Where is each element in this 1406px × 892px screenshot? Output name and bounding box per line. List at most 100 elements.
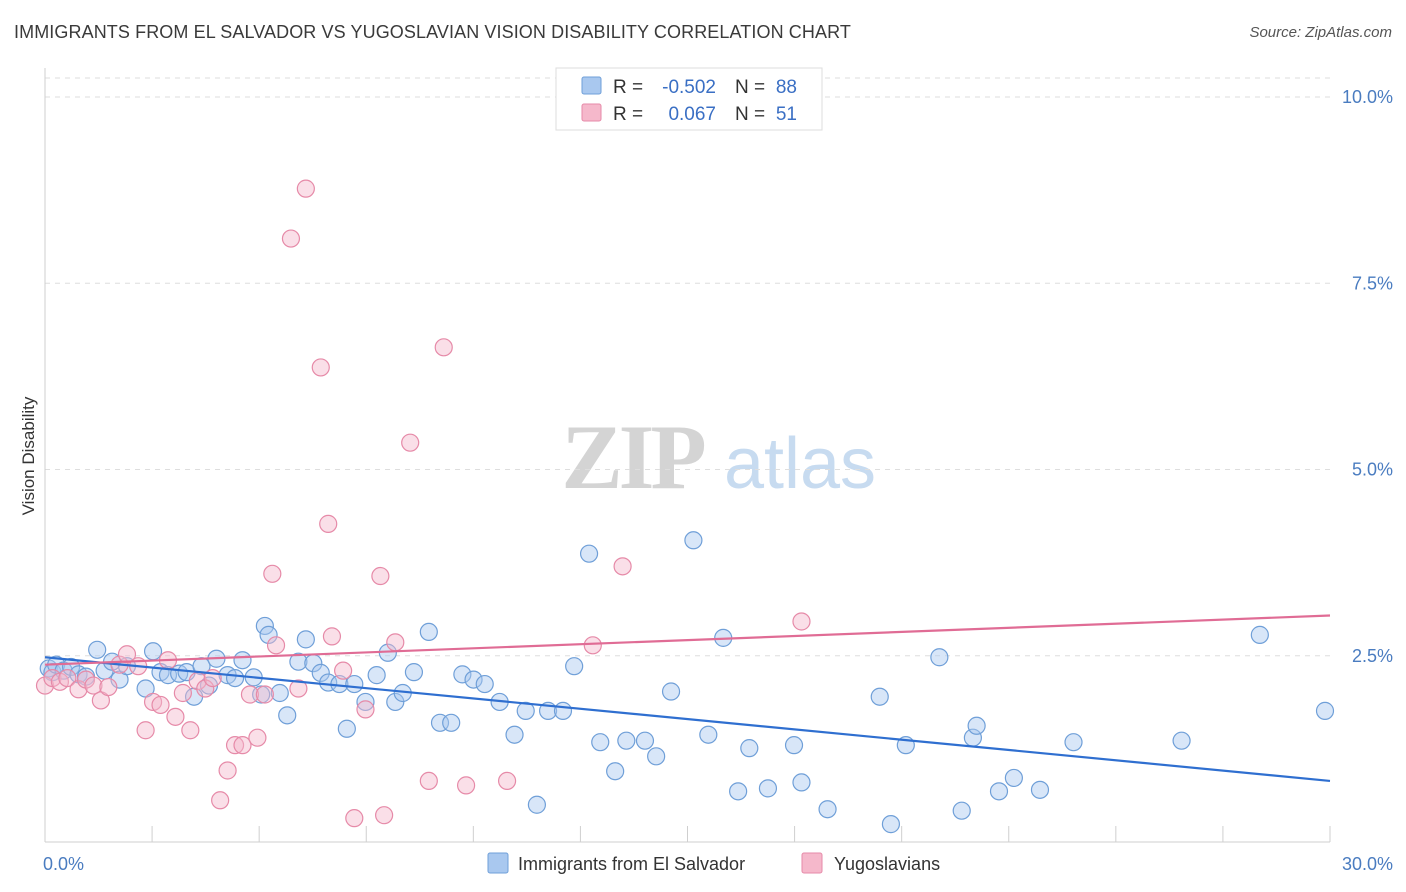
- point-el-salvador: [1004, 768, 1023, 788]
- point-yugoslavian: [281, 229, 301, 248]
- legend-swatch-yugoslavians: [801, 852, 823, 874]
- point-yugoslavian: [356, 700, 375, 719]
- point-el-salvador: [88, 640, 107, 659]
- y-tick-labels: 2.5% 5.0% 7.5% 10.0%: [1342, 87, 1393, 666]
- point-yugoslavian: [419, 771, 438, 791]
- point-el-salvador: [442, 713, 461, 732]
- point-el-salvador: [516, 701, 535, 720]
- x-tick-labels: 0.0% 30.0%: [43, 854, 1393, 874]
- point-yugoslavian: [211, 791, 230, 810]
- point-yugoslavian: [196, 679, 215, 698]
- point-yugoslavian: [319, 514, 338, 533]
- point-el-salvador: [345, 674, 364, 694]
- point-yugoslavian: [266, 636, 286, 655]
- point-yugoslavian: [173, 683, 192, 703]
- y-tick-label: 7.5%: [1352, 273, 1393, 293]
- point-el-salvador: [952, 801, 971, 820]
- point-el-salvador: [684, 531, 703, 550]
- y-tick-label: 2.5%: [1352, 646, 1393, 666]
- trend-line-yugoslavians: [44, 614, 1331, 666]
- point-el-salvador: [475, 674, 494, 694]
- point-yugoslavian: [99, 677, 118, 697]
- point-yugoslavian: [117, 645, 137, 664]
- point-yugoslavian: [58, 668, 77, 688]
- point-yugoslavian: [35, 676, 55, 695]
- point-yugoslavian: [375, 806, 394, 825]
- point-el-salvador: [278, 706, 297, 725]
- point-yugoslavian: [181, 721, 200, 740]
- y-axis-label: Vision Disability: [19, 396, 38, 515]
- point-el-salvador: [404, 663, 424, 682]
- point-el-salvador: [930, 648, 949, 667]
- point-el-salvador: [1064, 733, 1083, 752]
- stats-swatch-pink: [581, 103, 602, 122]
- point-el-salvador: [647, 747, 666, 766]
- legend: Immigrants from El Salvador Yugoslavians: [487, 852, 940, 874]
- point-yugoslavian: [401, 433, 420, 452]
- point-yugoslavian: [456, 776, 476, 795]
- point-el-salvador: [1172, 731, 1191, 750]
- point-yugoslavian: [334, 661, 353, 680]
- point-yugoslavian: [84, 676, 103, 695]
- point-el-salvador: [255, 616, 274, 636]
- point-el-salvador: [419, 622, 438, 642]
- point-el-salvador: [699, 725, 718, 744]
- point-el-salvador: [818, 800, 837, 819]
- point-el-salvador: [233, 651, 252, 670]
- point-el-salvador: [225, 668, 245, 688]
- source-credit: Source: ZipAtlas.com: [1249, 24, 1392, 41]
- point-el-salvador: [606, 762, 625, 781]
- point-el-salvador: [1315, 701, 1335, 720]
- watermark-zip: ZIP: [561, 406, 704, 508]
- x-tick-label: 30.0%: [1342, 854, 1393, 874]
- stats-n-value-blue: 88: [776, 77, 797, 98]
- point-yugoslavian: [434, 338, 453, 357]
- y-tick-label: 5.0%: [1352, 460, 1393, 480]
- trend-lines: [44, 614, 1331, 783]
- point-el-salvador: [967, 716, 986, 735]
- point-el-salvador: [270, 683, 289, 703]
- point-el-salvador: [259, 625, 278, 644]
- point-el-salvador: [565, 657, 584, 676]
- stats-swatch-blue: [581, 76, 602, 95]
- point-el-salvador: [661, 682, 681, 701]
- chart-title: IMMIGRANTS FROM EL SALVADOR VS YUGOSLAVI…: [14, 22, 851, 42]
- gridlines: [45, 77, 1330, 657]
- point-yugoslavian: [289, 679, 308, 698]
- legend-label-yugoslavians: Yugoslavians: [834, 854, 940, 874]
- point-yugoslavian: [386, 633, 405, 652]
- point-el-salvador: [792, 773, 811, 792]
- point-yugoslavian: [225, 736, 245, 755]
- point-yugoslavian: [296, 179, 315, 198]
- data-points: [35, 179, 1335, 834]
- stats-r-label-blue: R =: [613, 77, 643, 98]
- point-el-salvador: [143, 642, 163, 661]
- point-el-salvador: [337, 719, 356, 738]
- point-el-salvador: [553, 701, 573, 720]
- legend-swatch-el-salvador: [487, 852, 509, 874]
- stats-n-value-pink: 51: [776, 104, 797, 125]
- point-yugoslavian: [76, 670, 96, 689]
- stats-r-label-pink: R =: [613, 104, 643, 125]
- point-yugoslavian: [255, 685, 274, 704]
- point-yugoslavian: [233, 736, 252, 755]
- point-el-salvador: [740, 739, 759, 758]
- point-yugoslavian: [497, 771, 517, 791]
- point-yugoslavian: [240, 685, 260, 704]
- point-el-salvador: [591, 733, 610, 752]
- x-tick-label: 0.0%: [43, 854, 84, 874]
- stats-r-value-pink: 0.067: [668, 104, 716, 125]
- point-el-salvador: [635, 731, 655, 750]
- point-el-salvador: [453, 665, 472, 684]
- point-yugoslavian: [583, 636, 602, 655]
- point-el-salvador: [758, 779, 778, 798]
- stats-r-value-blue: -0.502: [662, 77, 716, 98]
- stats-box: R = -0.502 N = 88 R = 0.067 N = 51: [555, 67, 823, 131]
- point-el-salvador: [311, 663, 330, 682]
- legend-label-el-salvador: Immigrants from El Salvador: [518, 854, 745, 874]
- point-yugoslavian: [69, 680, 88, 699]
- y-tick-label: 10.0%: [1342, 87, 1393, 107]
- watermark-atlas: atlas: [724, 424, 876, 504]
- point-el-salvador: [579, 544, 599, 563]
- point-yugoslavian: [263, 564, 282, 583]
